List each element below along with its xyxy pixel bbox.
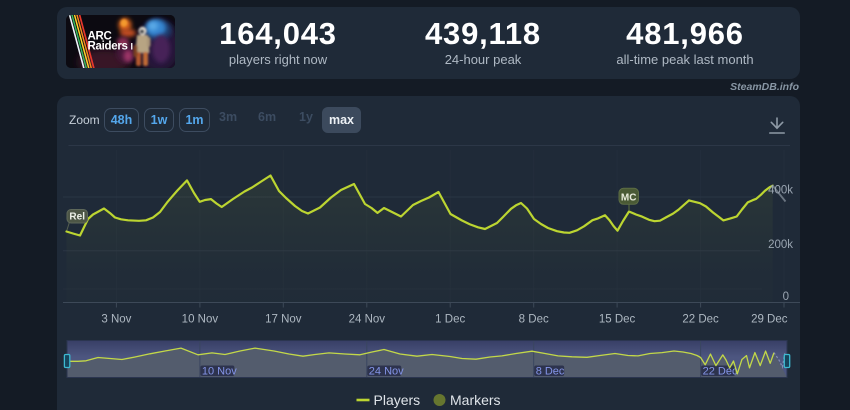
svg-text:15 Dec: 15 Dec [599,314,636,326]
svg-text:22 Dec: 22 Dec [682,314,719,326]
svg-text:Markers: Markers [450,392,501,408]
svg-text:200k: 200k [768,239,793,251]
svg-text:Players: Players [374,392,421,408]
svg-text:1 Dec: 1 Dec [435,314,465,326]
svg-text:0: 0 [783,291,789,303]
svg-text:Raiders I: Raiders I [88,41,133,53]
svg-text:10 Nov: 10 Nov [182,314,219,326]
svg-text:MC: MC [621,192,637,203]
svg-text:ARC: ARC [88,31,112,43]
svg-text:8 Dec: 8 Dec [536,365,565,377]
svg-text:8 Dec: 8 Dec [519,314,549,326]
svg-text:3 Nov: 3 Nov [101,314,131,326]
svg-text:24 Nov: 24 Nov [349,314,386,326]
svg-text:29 Dec: 29 Dec [751,314,788,326]
svg-text:17 Nov: 17 Nov [265,314,302,326]
svg-text:22 Dec: 22 Dec [703,365,738,377]
svg-text:10 Nov: 10 Nov [202,365,237,377]
svg-text:400k: 400k [768,185,793,197]
svg-text:Rel: Rel [69,212,85,223]
svg-text:24 Nov: 24 Nov [369,365,404,377]
